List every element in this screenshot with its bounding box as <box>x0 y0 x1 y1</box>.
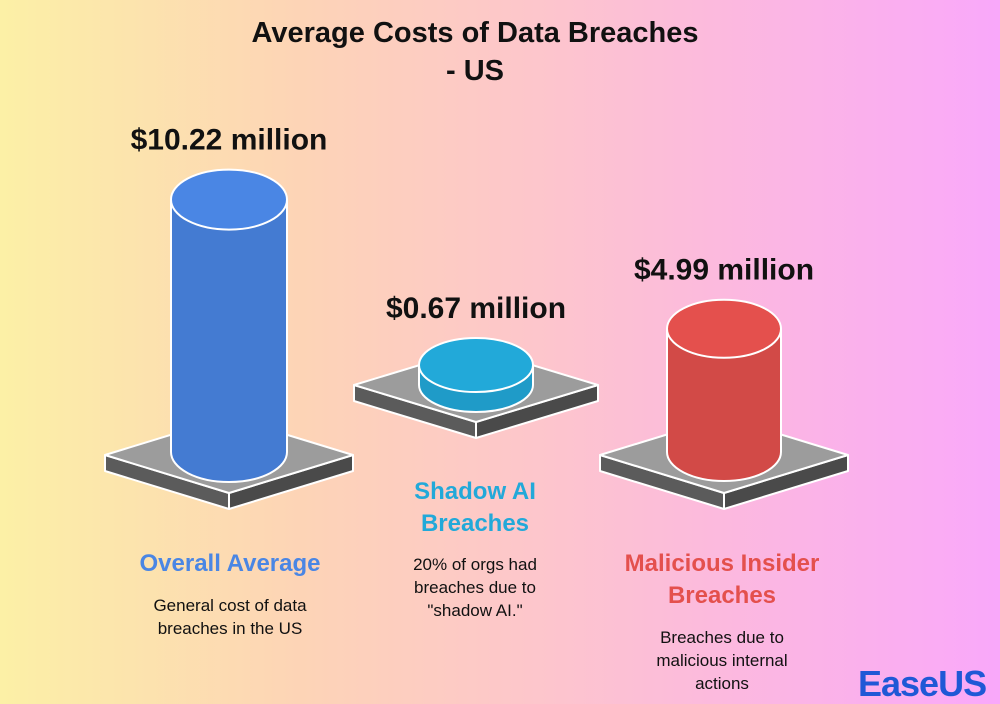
cylinder-top <box>666 298 782 359</box>
description-line: breaches in the US <box>157 619 303 638</box>
description-line: "shadow AI." <box>427 601 523 620</box>
value-label-malicious-insider: $4.99 million <box>634 254 814 287</box>
category-line: Breaches <box>420 510 530 537</box>
cylinder-body <box>666 327 782 482</box>
category-line: Malicious Insider <box>624 550 820 577</box>
description-line: Breaches due to <box>660 628 784 647</box>
description-line: General cost of data <box>153 596 307 615</box>
chart-title: Average Costs of Data Breaches - US <box>175 14 775 90</box>
value-label-shadow-ai: $0.67 million <box>386 292 566 325</box>
bar-malicious-insider <box>599 298 849 510</box>
description-line: 20% of orgs had <box>413 555 537 574</box>
description-overall: General cost of data breaches in the US <box>110 594 350 640</box>
cylinder-top <box>170 168 288 231</box>
category-line: Shadow AI <box>414 478 536 505</box>
description-line: malicious internal <box>656 651 788 670</box>
value-label-overall: $10.22 million <box>131 124 328 157</box>
cylinder-body <box>170 198 288 483</box>
description-shadow-ai: 20% of orgs had breaches due to "shadow … <box>355 553 595 622</box>
category-label-overall: Overall Average <box>110 548 350 580</box>
description-malicious-insider: Breaches due to malicious internal actio… <box>602 626 842 695</box>
description-line: actions <box>695 674 749 693</box>
bar-overall <box>104 168 354 510</box>
category-line: Breaches <box>667 582 777 609</box>
cylinder-top <box>418 337 534 393</box>
description-line: breaches due to <box>414 578 536 597</box>
title-line-2: - US <box>446 55 504 87</box>
category-line: Overall Average <box>139 550 321 577</box>
bar-shadow-ai <box>353 337 599 439</box>
category-label-shadow-ai: Shadow AI Breaches <box>355 476 595 540</box>
title-line-1: Average Costs of Data Breaches <box>251 17 699 49</box>
easeus-logo: EaseUS <box>858 663 987 704</box>
category-label-malicious-insider: Malicious Insider Breaches <box>592 548 852 612</box>
